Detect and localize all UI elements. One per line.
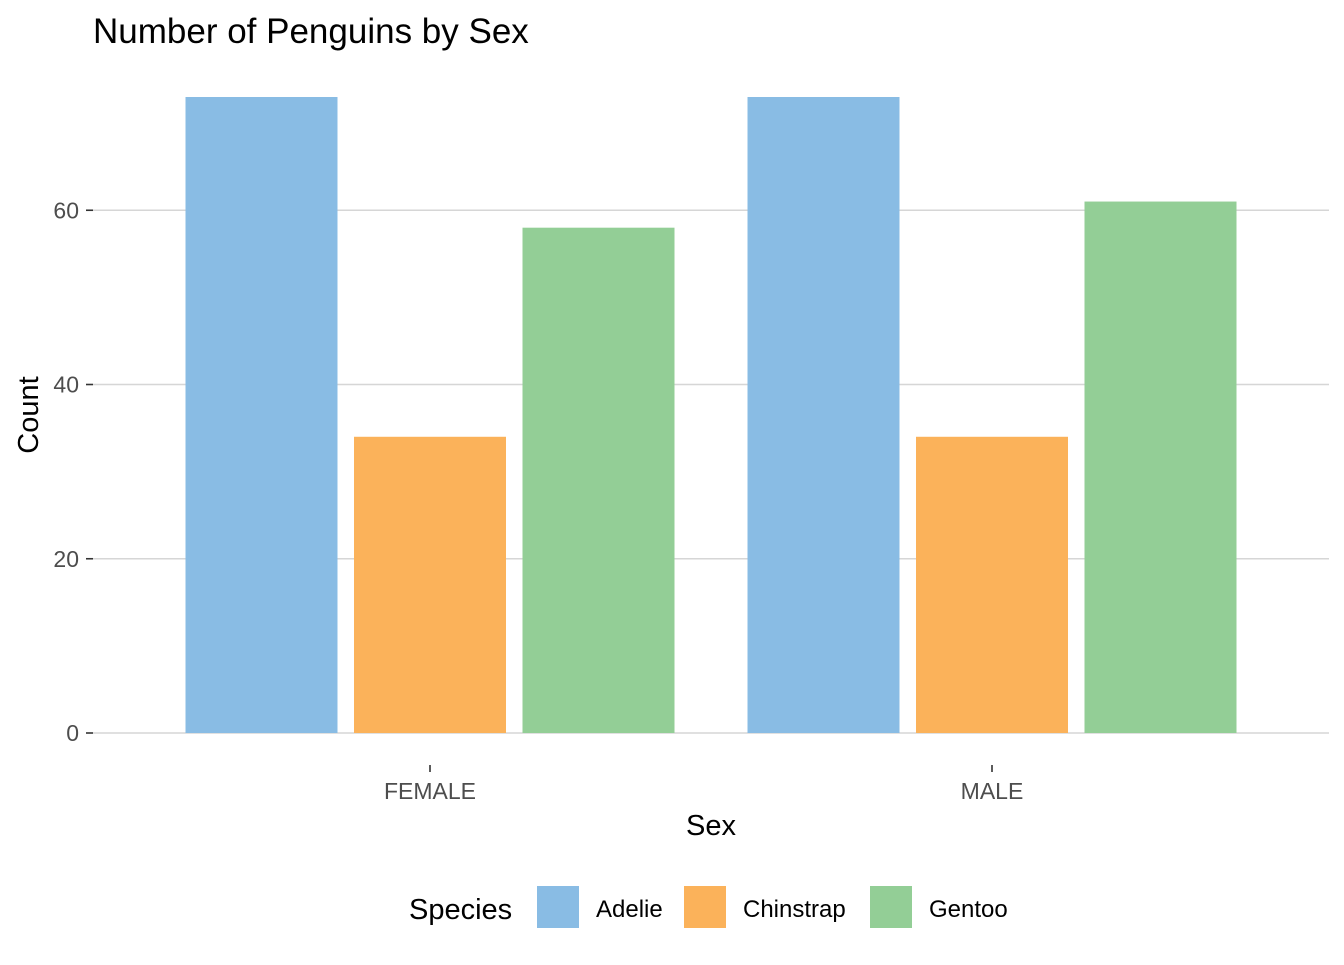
- y-axis-title: Count: [13, 376, 45, 453]
- y-axis: 0 20 40 60: [53, 197, 93, 746]
- chart-title: Number of Penguins by Sex: [93, 12, 529, 51]
- bar-female-adelie: [185, 97, 338, 733]
- legend: Species Adelie Chinstrap Gentoo: [409, 886, 1008, 928]
- y-tick-label-60: 60: [53, 197, 79, 223]
- legend-key-chinstrap: [684, 886, 726, 928]
- legend-label-chinstrap: Chinstrap: [743, 896, 846, 923]
- legend-key-gentoo: [870, 886, 912, 928]
- x-tick-label-female: FEMALE: [384, 778, 476, 804]
- y-tick-label-20: 20: [53, 546, 79, 572]
- bar-male-chinstrap: [916, 436, 1068, 733]
- x-axis-title: Sex: [686, 810, 736, 842]
- bar-female-chinstrap: [354, 436, 506, 733]
- bars: [185, 97, 1237, 733]
- legend-title: Species: [409, 894, 512, 926]
- legend-key-adelie: [537, 886, 579, 928]
- y-tick-label-40: 40: [53, 372, 79, 398]
- bar-male-adelie: [747, 97, 900, 733]
- legend-items: Adelie Chinstrap Gentoo: [537, 886, 1008, 928]
- legend-label-adelie: Adelie: [596, 896, 663, 923]
- bar-male-gentoo: [1084, 201, 1237, 733]
- y-tick-label-0: 0: [66, 720, 79, 746]
- bar-female-gentoo: [522, 227, 675, 733]
- x-axis: FEMALE MALE: [384, 765, 1023, 804]
- legend-label-gentoo: Gentoo: [929, 896, 1008, 923]
- x-tick-label-male: MALE: [961, 778, 1024, 804]
